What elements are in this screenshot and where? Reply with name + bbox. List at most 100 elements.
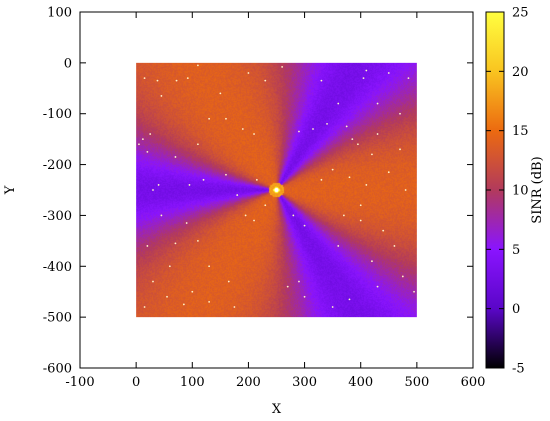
user-point-58: [320, 178, 323, 181]
y-axis-ticks: 100 0 -100 -200 -300 -400 -500 -600: [43, 6, 473, 377]
user-point-37: [166, 295, 168, 298]
user-point-42: [286, 285, 289, 288]
x-tick-label-1: 0: [132, 375, 140, 390]
plot-frame: [79, 11, 474, 369]
user-point-66: [312, 128, 314, 130]
user-point-26: [253, 219, 255, 222]
colorbar-label: SINR (dB): [530, 156, 545, 223]
user-point-30: [146, 245, 149, 247]
user-point-25: [244, 214, 247, 217]
user-point-24: [264, 204, 267, 207]
user-point-8: [138, 143, 140, 146]
user-point-49: [413, 290, 415, 293]
user-point-4: [160, 95, 163, 97]
user-point-76: [387, 72, 390, 74]
user-point-21: [225, 173, 227, 176]
user-point-0: [143, 77, 146, 80]
user-point-13: [247, 72, 250, 74]
user-point-44: [303, 295, 306, 298]
base-station-point: [274, 188, 279, 192]
user-point-57: [337, 245, 340, 247]
user-point-65: [298, 130, 300, 133]
user-point-62: [387, 171, 390, 174]
user-point-16: [174, 156, 177, 158]
user-point-81: [365, 69, 368, 72]
user-point-15: [197, 143, 199, 146]
user-point-32: [168, 265, 171, 268]
user-point-77: [407, 77, 410, 80]
user-point-6: [141, 138, 144, 141]
user-point-83: [197, 64, 199, 67]
user-point-34: [152, 280, 154, 283]
user-point-56: [371, 260, 373, 263]
user-point-23: [255, 178, 258, 181]
user-point-45: [331, 306, 334, 308]
cb-tick-label-3: 10: [512, 184, 529, 199]
user-point-2: [175, 79, 178, 82]
y-tick-label-5: -400: [43, 260, 72, 275]
cb-tick-label-6: -5: [512, 362, 525, 377]
user-point-41: [143, 306, 146, 308]
y-tick-label-7: -600: [43, 362, 72, 377]
user-point-53: [359, 219, 362, 222]
user-point-17: [202, 178, 205, 181]
user-point-29: [174, 242, 177, 245]
user-point-78: [337, 102, 340, 105]
user-point-12: [264, 79, 267, 82]
y-axis-label: Y: [3, 185, 18, 195]
user-point-54: [382, 229, 385, 232]
user-point-5: [149, 133, 152, 135]
x-tick-label-6: 500: [404, 375, 429, 390]
user-point-38: [182, 303, 185, 306]
user-point-33: [208, 265, 211, 268]
user-point-3: [186, 77, 189, 80]
y-tick-label-2: -100: [43, 107, 72, 122]
y-tick-label-3: -200: [43, 158, 72, 173]
user-point-51: [303, 224, 306, 227]
user-point-18: [188, 184, 191, 186]
y-tick-label-0: 100: [47, 6, 72, 21]
user-point-27: [160, 214, 163, 217]
y-tick-label-4: -300: [43, 209, 72, 224]
x-tick-label-0: -100: [65, 375, 94, 390]
user-point-39: [208, 300, 211, 303]
user-point-19: [157, 184, 160, 186]
cb-tick-label-2: 15: [512, 124, 529, 139]
user-point-11: [253, 133, 255, 135]
user-point-46: [348, 298, 351, 301]
x-tick-label-5: 400: [348, 375, 373, 390]
user-point-67: [326, 122, 328, 125]
x-axis-ticks: -100 0 100 200 300 400 500 600: [65, 12, 485, 390]
x-tick-label-7: 600: [461, 375, 486, 390]
cb-tick-label-1: 20: [512, 65, 529, 80]
colorbar-ticks: 25 20 15 10 5 0 -5: [486, 6, 529, 377]
user-point-55: [393, 245, 396, 247]
user-point-74: [320, 79, 323, 82]
user-point-7: [146, 150, 149, 153]
x-tick-label-2: 100: [180, 375, 205, 390]
user-point-31: [197, 239, 199, 242]
user-point-35: [227, 280, 230, 283]
user-point-75: [362, 77, 365, 80]
user-point-59: [331, 168, 334, 171]
user-point-50: [292, 214, 295, 217]
cb-tick-label-0: 25: [512, 6, 529, 21]
user-points: [138, 64, 415, 308]
user-point-60: [348, 176, 351, 179]
user-point-28: [185, 222, 188, 224]
user-point-79: [376, 102, 379, 105]
user-point-73: [357, 143, 359, 146]
user-point-80: [399, 112, 401, 115]
user-point-71: [371, 153, 373, 156]
user-point-64: [359, 204, 362, 207]
user-point-9: [225, 117, 227, 120]
user-point-84: [219, 92, 222, 95]
user-point-70: [376, 133, 379, 135]
user-point-20: [152, 189, 154, 191]
user-point-47: [376, 285, 379, 288]
x-axis-label: X: [272, 402, 282, 417]
user-point-52: [342, 214, 345, 217]
user-point-1: [156, 79, 159, 82]
user-point-22: [236, 194, 239, 196]
